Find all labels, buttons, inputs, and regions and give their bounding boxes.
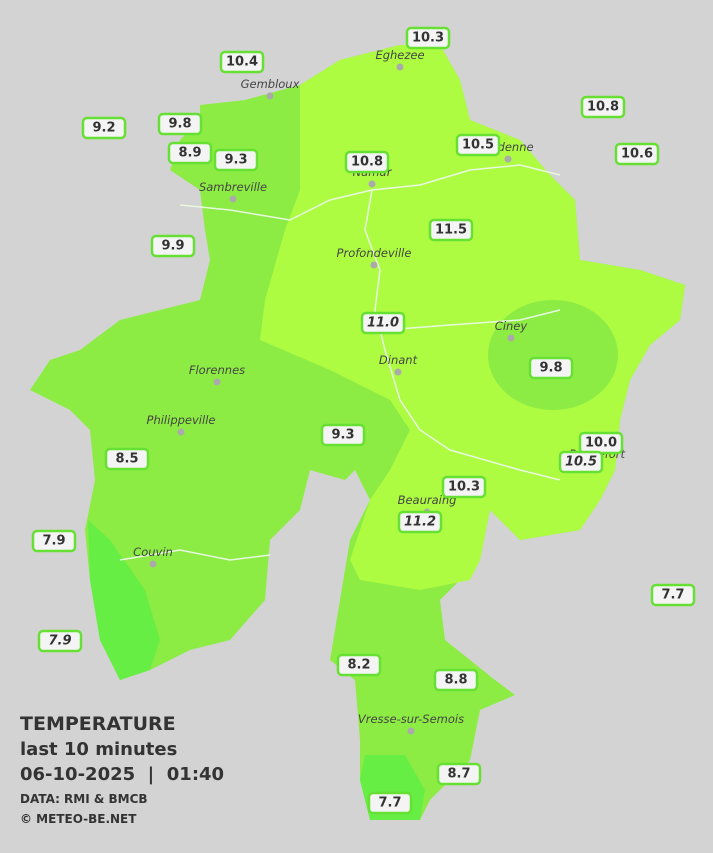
station-value: 9.8 xyxy=(539,361,562,376)
station-box xyxy=(433,668,479,692)
station-value: 10.6 xyxy=(621,147,653,162)
station-value: 10.8 xyxy=(587,100,619,115)
station-box xyxy=(336,653,382,677)
station-box xyxy=(614,142,660,166)
town-dot xyxy=(368,180,376,188)
town-label: Philippeville xyxy=(147,413,216,427)
legend-copyright: © METEO-BE.NET xyxy=(20,812,137,826)
station-box xyxy=(580,95,626,119)
station-value: 9.8 xyxy=(168,117,191,132)
station-box xyxy=(213,148,259,172)
town-dot xyxy=(266,92,274,100)
station-value: 9.2 xyxy=(92,121,115,136)
station-box xyxy=(405,26,451,50)
station-value: 9.3 xyxy=(224,153,247,168)
station-value: 7.9 xyxy=(42,534,65,549)
legend-source: DATA: RMI & BMCB xyxy=(20,792,148,806)
town-label: Ciney xyxy=(495,319,528,333)
station-value: 8.9 xyxy=(178,146,201,161)
station-box xyxy=(344,150,390,174)
station-box xyxy=(37,629,83,653)
town-label: Profondeville xyxy=(337,246,412,260)
town-dot xyxy=(507,334,515,342)
station-value: 9.9 xyxy=(161,239,184,254)
station-box xyxy=(31,529,77,553)
town-dot xyxy=(370,261,378,269)
town-dot xyxy=(407,727,415,735)
town-dot xyxy=(177,428,185,436)
station-value: 7.7 xyxy=(661,588,684,603)
station-box xyxy=(219,50,265,74)
town-dot xyxy=(396,63,404,71)
station-value: 10.0 xyxy=(585,436,617,451)
station-value: 10.8 xyxy=(351,155,383,170)
town-dot xyxy=(504,155,512,163)
station-value: 9.3 xyxy=(331,428,354,443)
legend-subtitle: last 10 minutes xyxy=(20,739,177,760)
station-box xyxy=(428,218,474,242)
town-label: Eghezee xyxy=(375,48,424,62)
station-value: 8.8 xyxy=(444,673,467,688)
town-dot xyxy=(394,368,402,376)
station-value: 10.5 xyxy=(565,455,597,470)
station-value: 8.7 xyxy=(447,767,470,782)
town-label: Vresse-sur-Semois xyxy=(358,712,464,726)
station-box xyxy=(397,510,443,534)
town-label: Florennes xyxy=(189,363,245,377)
town-label: Couvin xyxy=(133,545,173,559)
station-value: 10.5 xyxy=(462,138,494,153)
station-box xyxy=(360,311,406,335)
station-value: 10.4 xyxy=(226,55,258,70)
station-box xyxy=(167,141,213,165)
town-label: Sambreville xyxy=(199,180,267,194)
station-box xyxy=(528,356,574,380)
legend-title: TEMPERATURE xyxy=(20,713,176,735)
station-value: 11.2 xyxy=(404,515,436,530)
station-box xyxy=(157,112,203,136)
town-label: Dinant xyxy=(379,353,418,367)
station-box xyxy=(320,423,366,447)
station-value: 11.0 xyxy=(367,316,399,331)
station-value: 8.5 xyxy=(115,452,138,467)
station-box xyxy=(441,475,487,499)
town-label: Gembloux xyxy=(241,77,300,91)
legend-datetime: 06-10-2025 | 01:40 xyxy=(20,764,224,785)
station-value: 10.3 xyxy=(412,31,444,46)
town-dot xyxy=(213,378,221,386)
river xyxy=(119,164,561,561)
station-box xyxy=(367,791,413,815)
station-box xyxy=(81,116,127,140)
cool-zone xyxy=(488,300,618,410)
station-box xyxy=(650,583,696,607)
station-value: 8.2 xyxy=(347,658,370,673)
station-box xyxy=(558,450,604,474)
town-dot xyxy=(149,560,157,568)
cold-zone xyxy=(88,520,160,680)
station-box xyxy=(436,762,482,786)
town-dot xyxy=(229,195,237,203)
station-box xyxy=(455,133,501,157)
town-label: Beauraing xyxy=(398,493,457,507)
station-value: 7.7 xyxy=(378,796,401,811)
station-value: 11.5 xyxy=(435,223,467,238)
station-box xyxy=(150,234,196,258)
station-value: 7.9 xyxy=(48,634,71,649)
station-value: 10.3 xyxy=(448,480,480,495)
station-box xyxy=(104,447,150,471)
